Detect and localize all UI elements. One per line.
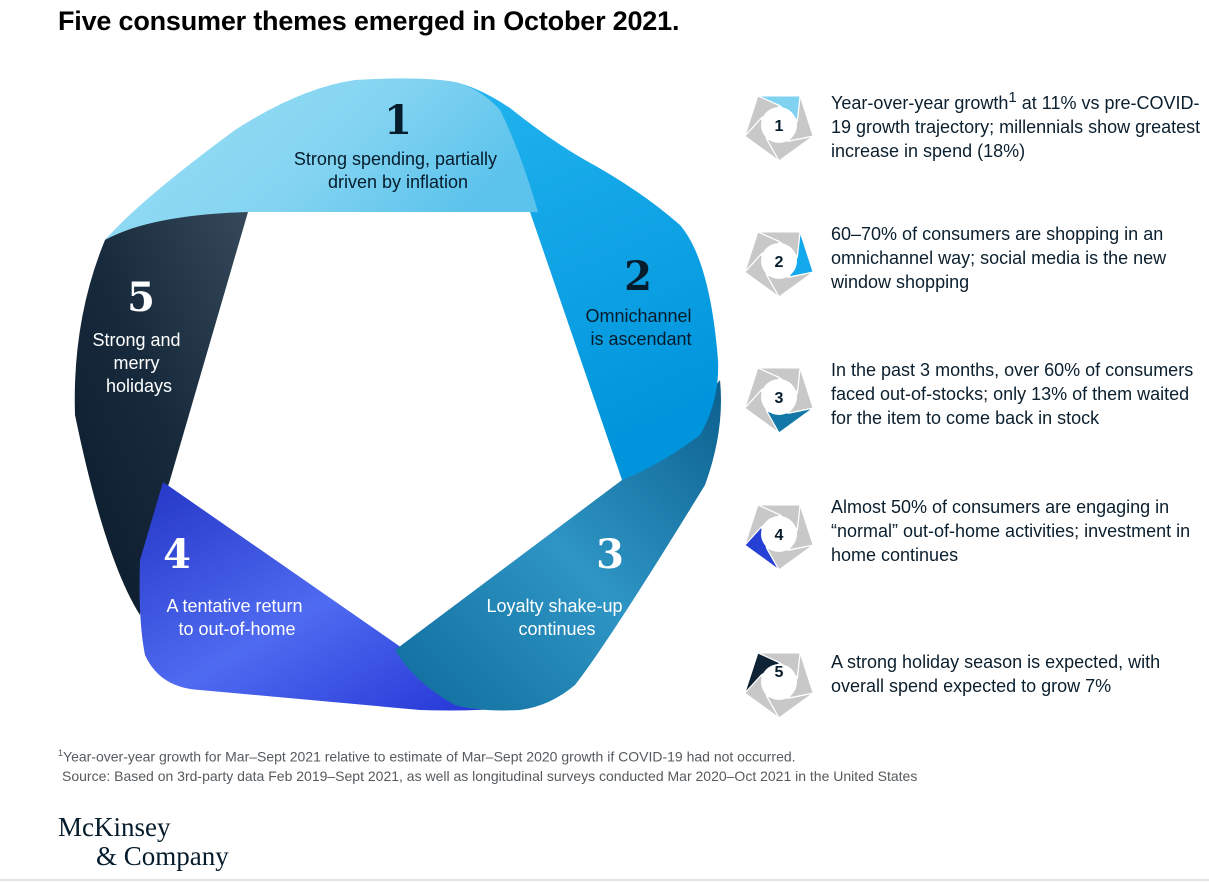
segment-4-label-line: to out-of-home bbox=[178, 619, 295, 639]
mini-ring-center bbox=[761, 107, 797, 143]
theme-4-ring-icon: 4 bbox=[744, 504, 814, 571]
segment-4-label: A tentative return to out-of-home bbox=[166, 596, 307, 639]
segment-3-label-line: Loyalty shake-up bbox=[486, 596, 622, 616]
segment-5-label-line: holidays bbox=[106, 376, 172, 396]
theme-3-row: 3 In the past 3 months, over 60% of cons… bbox=[740, 358, 1209, 438]
mini-ring-center bbox=[761, 243, 797, 279]
theme-5-row: 5 A strong holiday season is expected, w… bbox=[740, 643, 1209, 723]
logo-line-1: McKinsey bbox=[58, 812, 171, 842]
theme-1-row: 1 Year-over-year growth1 at 11% vs pre-C… bbox=[740, 86, 1209, 166]
segment-2-label-line: is ascendant bbox=[590, 329, 691, 349]
segment-5-number: 5 bbox=[127, 274, 155, 321]
theme-5-description: A strong holiday season is expected, wit… bbox=[831, 652, 1161, 696]
segment-1-label: Strong spending, partially driven by inf… bbox=[294, 149, 502, 192]
theme-5-ring-icon: 5 bbox=[744, 652, 814, 719]
segment-4-label-line: A tentative return bbox=[166, 596, 302, 616]
segment-2-number: 2 bbox=[624, 253, 652, 300]
mini-ring-band bbox=[744, 367, 781, 409]
page-title: Five consumer themes emerged in October … bbox=[58, 6, 680, 36]
footnote-marker: 1 bbox=[1008, 89, 1017, 106]
theme-1-description: Year-over-year growth1 at 11% vs pre-COV… bbox=[831, 86, 1209, 163]
bottom-divider bbox=[0, 879, 1209, 881]
segment-5-label-line: Strong and bbox=[92, 330, 180, 350]
theme-4-icon-number: 4 bbox=[775, 527, 784, 544]
segment-1-band bbox=[105, 78, 538, 241]
segment-1-label-line: Strong spending, partially bbox=[294, 149, 497, 169]
segment-3-band bbox=[395, 380, 721, 711]
theme-4-description: Almost 50% of consumers are engaging in … bbox=[831, 497, 1191, 565]
segment-3-label-line: continues bbox=[518, 619, 595, 639]
theme-3-icon-number: 3 bbox=[775, 390, 784, 407]
mckinsey-logo: McKinsey & Company bbox=[58, 812, 258, 876]
mini-ring-center bbox=[761, 379, 797, 415]
logo-line-2: & Company bbox=[96, 841, 229, 871]
theme-1-text-part: at 11% vs pre-COVID-19 growth trajectory… bbox=[831, 93, 1201, 161]
segment-5-band bbox=[74, 211, 248, 615]
segment-5-label: Strong and merry holidays bbox=[92, 330, 185, 396]
source-note: Source: Based on 3rd-party data Feb 2019… bbox=[62, 768, 917, 784]
mini-ring-center bbox=[761, 664, 797, 700]
mini-ring-band-highlighted bbox=[744, 652, 781, 694]
mini-ring-band bbox=[744, 504, 781, 546]
theme-4-row: 4 Almost 50% of consumers are engaging i… bbox=[740, 495, 1209, 575]
mini-ring-band bbox=[744, 231, 781, 273]
segment-1-number: 1 bbox=[384, 97, 412, 144]
segment-4-number: 4 bbox=[163, 531, 191, 578]
five-themes-ring-diagram: 1 Strong spending, partially driven by i… bbox=[74, 78, 721, 711]
theme-1-ring-icon: 1 bbox=[744, 95, 814, 162]
mini-ring-band bbox=[744, 95, 781, 137]
theme-2-row: 2 60–70% of consumers are shopping in an… bbox=[740, 222, 1209, 302]
source-text: Source: Based on 3rd-party data Feb 2019… bbox=[62, 768, 918, 784]
theme-1-text-part: Year-over-year growth bbox=[831, 93, 1009, 113]
mini-ring-center bbox=[761, 516, 797, 552]
footnote: 1Year-over-year growth for Mar–Sept 2021… bbox=[58, 748, 796, 765]
theme-2-ring-icon: 2 bbox=[744, 231, 814, 298]
footnote-marker: 1 bbox=[58, 748, 64, 758]
segment-1-label-line: driven by inflation bbox=[328, 172, 468, 192]
theme-2-description: 60–70% of consumers are shopping in an o… bbox=[831, 224, 1167, 292]
segment-5-label-line: merry bbox=[113, 353, 159, 373]
segment-4-band bbox=[139, 482, 531, 711]
segment-3-label: Loyalty shake-up continues bbox=[486, 596, 627, 639]
theme-3-ring-icon: 3 bbox=[744, 367, 814, 434]
theme-2-icon-number: 2 bbox=[775, 254, 784, 271]
theme-3-description: In the past 3 months, over 60% of consum… bbox=[831, 360, 1194, 428]
segment-2-label-line: Omnichannel bbox=[585, 306, 691, 326]
theme-5-icon-number: 5 bbox=[775, 664, 784, 681]
footnote-text: Year-over-year growth for Mar–Sept 2021 … bbox=[63, 748, 796, 765]
segment-3-number: 3 bbox=[596, 531, 624, 578]
theme-1-icon-number: 1 bbox=[775, 118, 784, 135]
segment-2-label: Omnichannel is ascendant bbox=[585, 306, 696, 349]
